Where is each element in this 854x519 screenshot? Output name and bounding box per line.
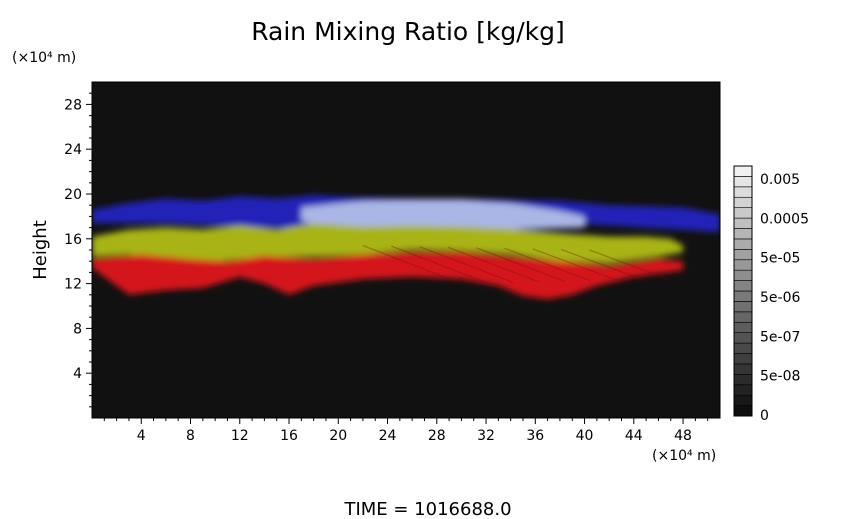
colorbar-step [733,207,753,219]
x-axis: 4 8 12 16 20 24 28 32 36 40 44 48 [103,418,709,444]
streak-line [504,247,591,282]
streak-line [362,244,462,285]
x-tick-label: 8 [186,428,195,444]
colorbar-label: 0 [760,408,769,424]
x-tick-label: 32 [477,428,495,444]
colorbar-step [733,249,753,261]
y-tick-label: 24 [64,142,82,158]
streak-line [447,246,540,283]
rain-layer-1 [301,199,585,230]
x-tick-label: 20 [329,428,347,444]
colorbar-step [733,384,753,396]
colorbar-step [733,374,753,386]
rain-field-layers [92,195,720,300]
x-tick-label: 48 [674,428,692,444]
colorbar-step [733,353,753,365]
colorbar-label: 5e-08 [760,369,800,385]
rain-streaks [362,244,669,285]
colorbar-step [733,405,753,417]
colorbar-step [733,311,753,323]
colorbar-step [733,217,753,229]
y-tick-label: 4 [73,366,82,382]
y-tick-label: 8 [73,321,82,337]
x-tick-label: 12 [231,428,249,444]
streak-line [532,248,617,281]
streak-line [475,247,566,282]
colorbar-step [733,269,753,281]
streak-line [419,246,514,284]
rain-layer-3 [92,252,684,300]
colorbar: 0.005 0.0005 5e-05 5e-06 5e-07 5e-08 0 [733,165,809,424]
colorbar-step [733,196,753,208]
x-tick-label: 4 [137,428,146,444]
colorbar-step [733,165,753,177]
x-axis-unit: (×10⁴ m) [652,448,716,464]
x-tick-label: 16 [280,428,298,444]
y-tick-label: 28 [64,97,82,113]
colorbar-step [733,342,753,354]
colorbar-step [733,280,753,292]
streak-line [589,249,669,280]
chart-title: Rain Mixing Ratio [kg/kg] [251,17,565,46]
colorbar-step [733,186,753,198]
streak-line [391,245,488,284]
rain-layer-2 [92,223,684,264]
y-axis: 4 8 12 16 20 24 28 [64,92,92,408]
colorbar-step [733,301,753,313]
colorbar-step [733,321,753,333]
streak-line [560,248,643,281]
colorbar-step [733,332,753,344]
y-tick-label: 12 [64,277,82,293]
colorbar-step [733,238,753,250]
colorbar-step [733,363,753,375]
colorbar-label: 5e-07 [760,329,800,345]
plot-area [91,81,721,419]
colorbar-step [733,290,753,302]
colorbar-label: 5e-06 [760,290,800,306]
y-tick-label: 20 [64,187,82,203]
colorbar-label: 0.0005 [760,211,809,227]
colorbar-frame [733,165,753,417]
x-tick-label: 36 [526,428,544,444]
time-footer: TIME = 1016688.0 [343,499,511,519]
x-tick-label: 44 [625,428,643,444]
y-tick-label: 16 [64,232,82,248]
colorbar-step [733,259,753,271]
colorbar-step [733,394,753,406]
x-tick-label: 24 [379,428,397,444]
colorbar-step [733,228,753,240]
colorbar-step [733,176,753,188]
y-axis-unit: (×10⁴ m) [12,50,76,66]
colorbar-label: 0.005 [760,172,800,188]
y-axis-label: Height [30,220,51,280]
colorbar-label: 5e-05 [760,251,800,267]
x-tick-label: 40 [576,428,594,444]
x-tick-label: 28 [428,428,446,444]
